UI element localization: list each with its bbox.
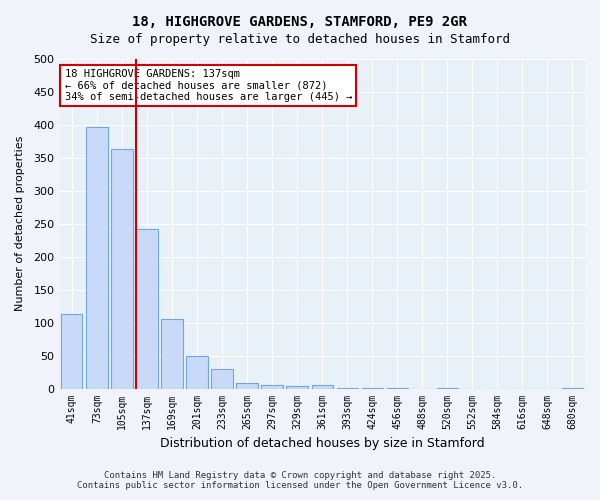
Bar [286, 386, 308, 388]
Bar [236, 384, 258, 388]
Bar [262, 386, 283, 388]
Text: 18 HIGHGROVE GARDENS: 137sqm
← 66% of detached houses are smaller (872)
34% of s: 18 HIGHGROVE GARDENS: 137sqm ← 66% of de… [65, 69, 352, 102]
Text: Contains HM Land Registry data © Crown copyright and database right 2025.
Contai: Contains HM Land Registry data © Crown c… [77, 470, 523, 490]
Y-axis label: Number of detached properties: Number of detached properties [15, 136, 25, 312]
Bar [86, 127, 107, 388]
Text: 18, HIGHGROVE GARDENS, STAMFORD, PE9 2GR: 18, HIGHGROVE GARDENS, STAMFORD, PE9 2GR [133, 15, 467, 29]
Bar [161, 320, 182, 388]
Bar [136, 229, 158, 388]
Bar [111, 150, 133, 388]
X-axis label: Distribution of detached houses by size in Stamford: Distribution of detached houses by size … [160, 437, 484, 450]
Bar [311, 384, 333, 388]
Bar [211, 370, 233, 388]
Bar [61, 314, 82, 388]
Bar [187, 356, 208, 388]
Text: Size of property relative to detached houses in Stamford: Size of property relative to detached ho… [90, 32, 510, 46]
